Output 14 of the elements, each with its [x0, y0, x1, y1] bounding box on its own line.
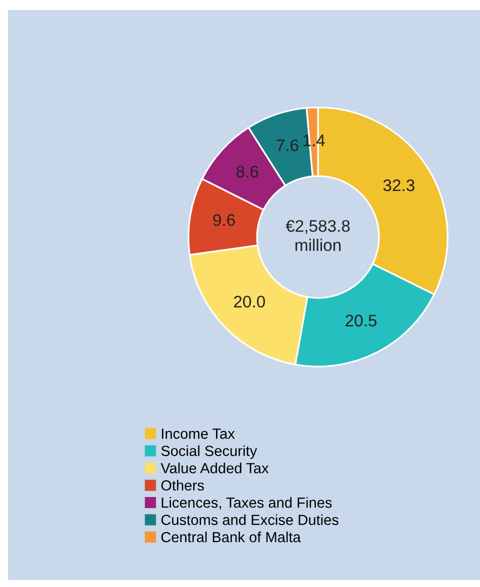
legend-label: Central Bank of Malta — [161, 532, 301, 542]
legend-label: Customs and Excise Duties — [161, 514, 338, 526]
data-label: 20.0 — [234, 296, 265, 308]
legend-label: Value Added Tax — [160, 462, 269, 474]
legend-label: Income Tax — [162, 428, 235, 439]
legend-label: Social Security — [161, 445, 258, 459]
legend-label: Licences, Taxes and Fines — [162, 497, 332, 510]
data-label: 7.6 — [276, 139, 298, 152]
data-label: 8.6 — [236, 166, 258, 178]
data-label: 32.3 — [383, 179, 414, 192]
legend-label: Others — [161, 480, 204, 491]
data-label: 20.5 — [346, 314, 376, 326]
data-label: 9.6 — [213, 214, 235, 226]
text: €2,583.8 million — [286, 220, 350, 252]
